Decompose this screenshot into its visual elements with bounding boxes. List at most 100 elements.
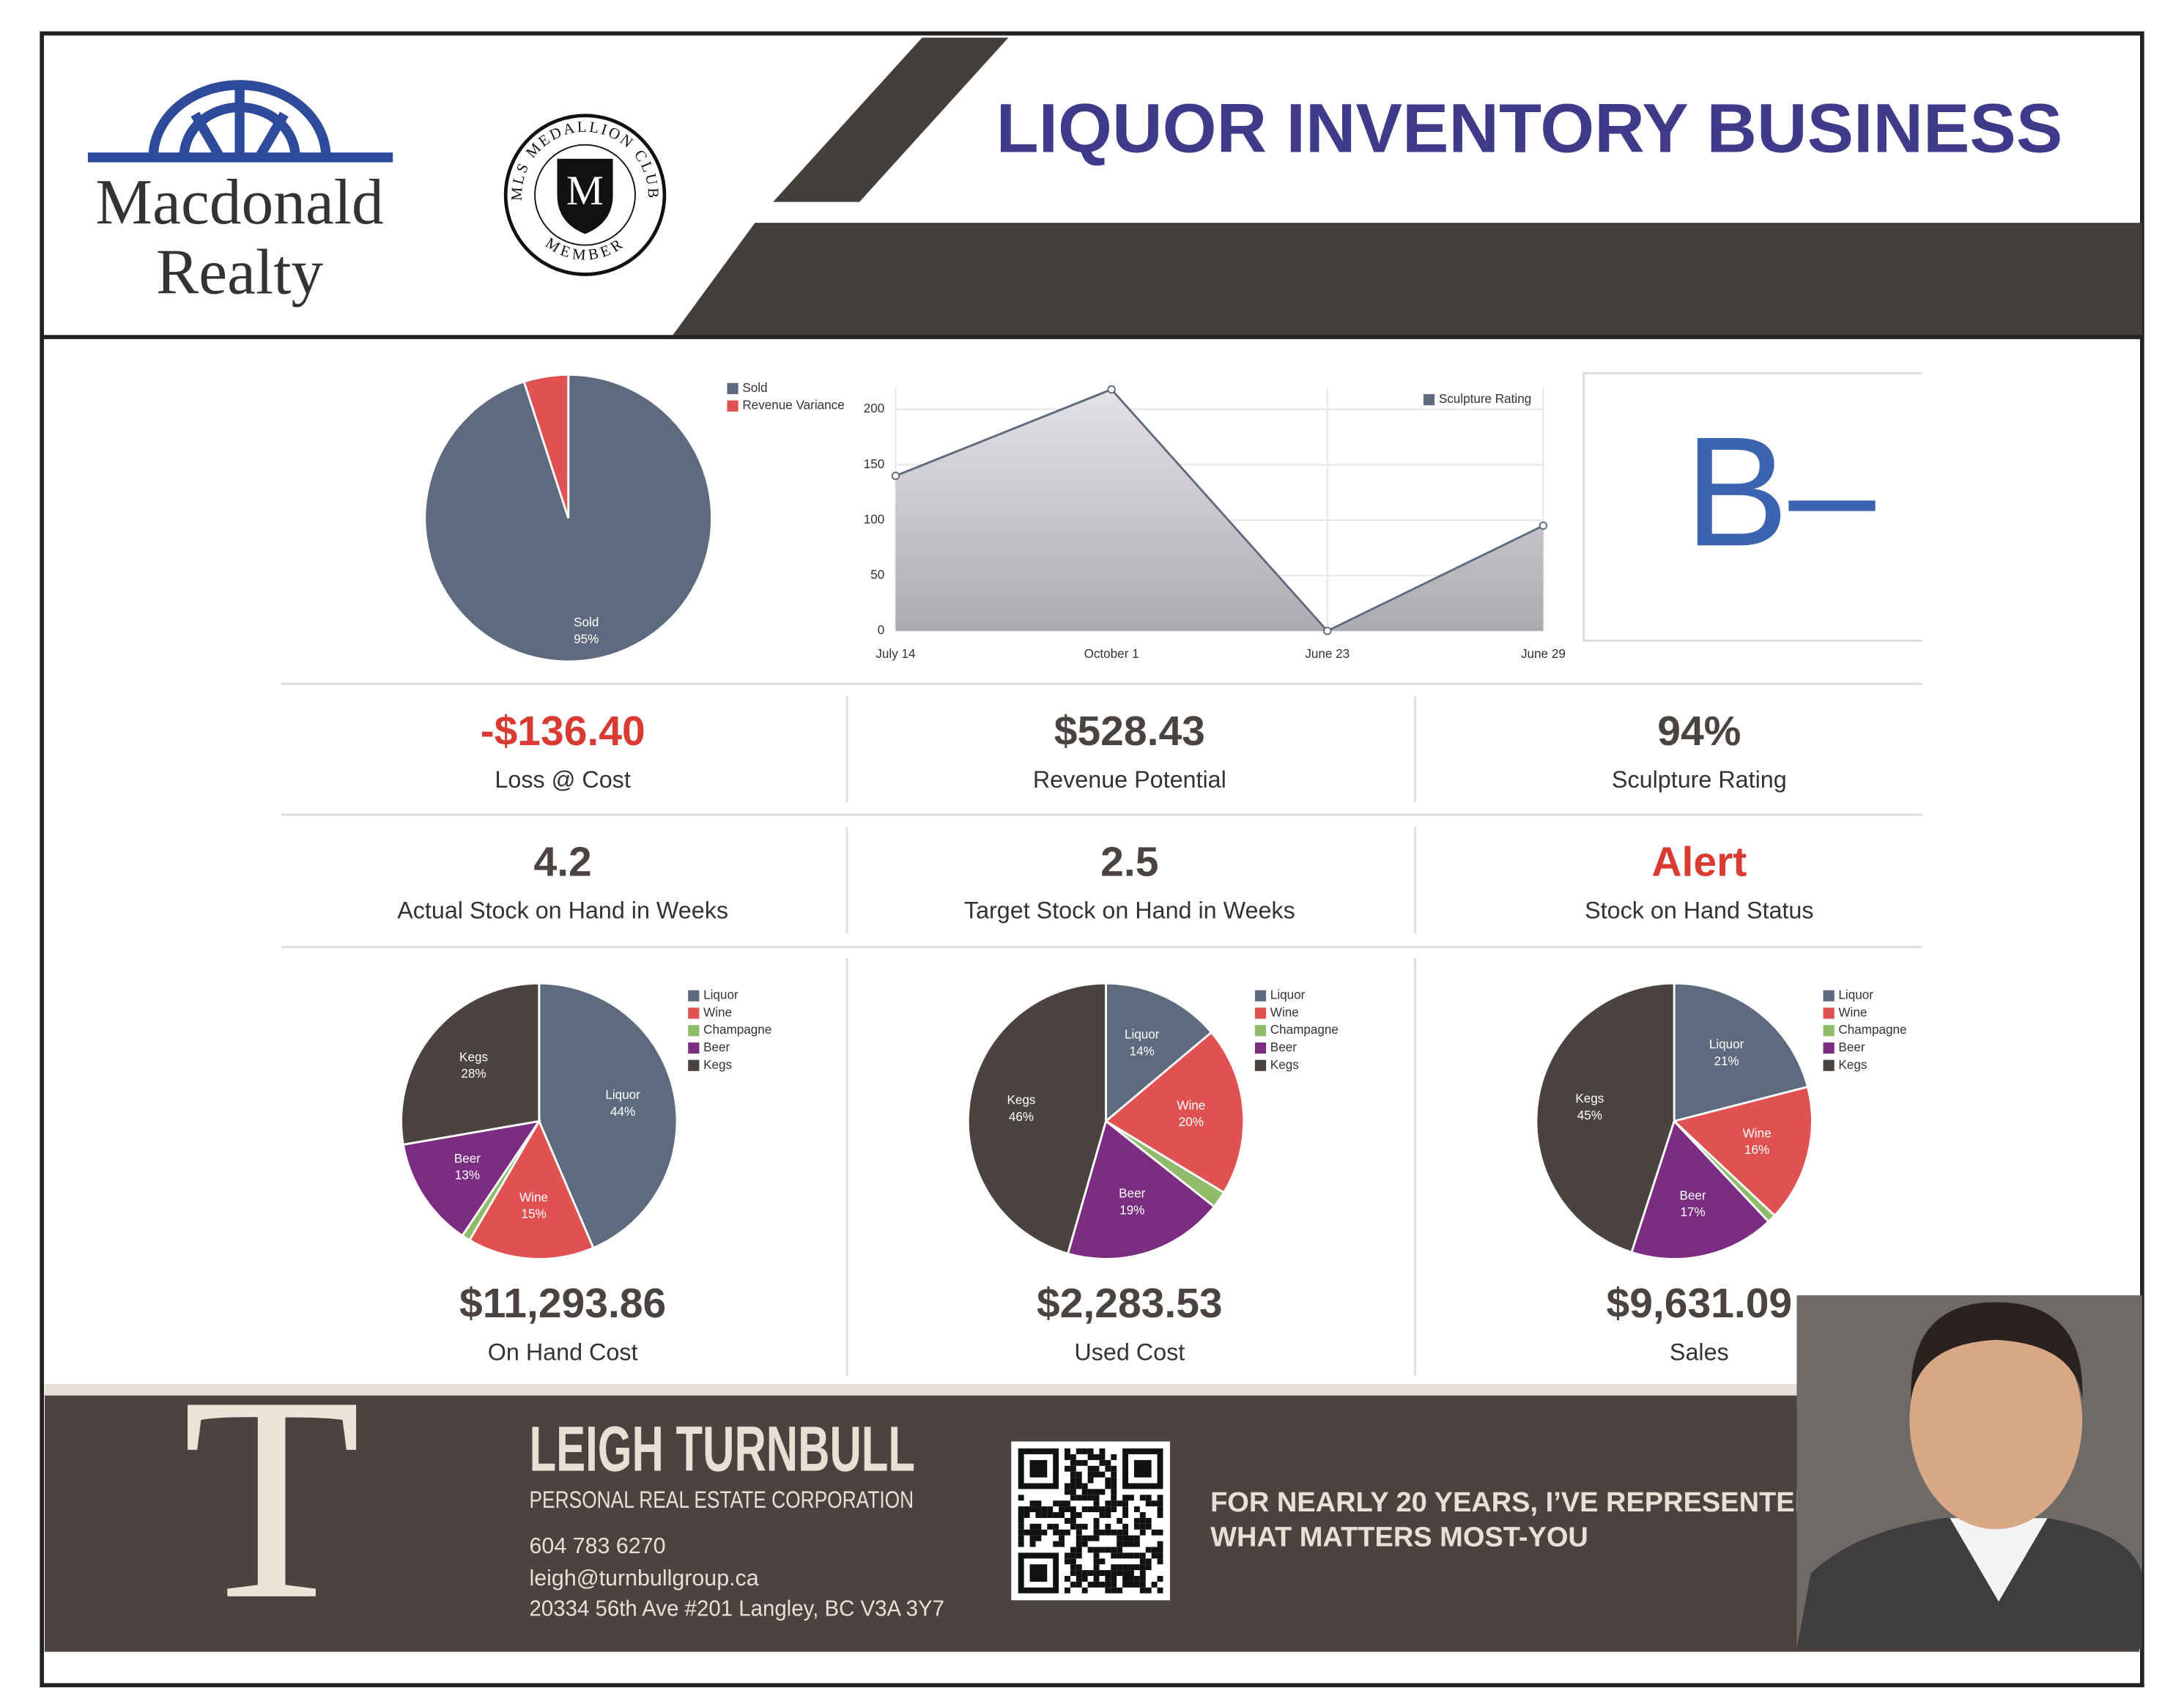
y-tick-label: 0 <box>878 623 885 637</box>
qr-module <box>1111 1529 1117 1536</box>
slice-label: 17% <box>1680 1205 1705 1219</box>
qr-module <box>1145 1495 1152 1501</box>
qr-module <box>1099 1581 1106 1588</box>
slice-label: 44% <box>610 1105 635 1119</box>
qr-module <box>1133 1576 1140 1582</box>
qr-module <box>1128 1581 1134 1588</box>
qr-module <box>1157 1495 1163 1501</box>
qr-module <box>1065 1500 1070 1507</box>
qr-module <box>1018 1529 1024 1536</box>
qr-module <box>1128 1576 1134 1582</box>
tagline: FOR NEARLY 20 YEARS, I’VE REPRESENTED <box>1210 1487 1815 1518</box>
agent-email: leigh@turnbullgroup.ca <box>530 1566 759 1591</box>
qr-module <box>1076 1471 1082 1478</box>
qr-module <box>1029 1500 1036 1507</box>
y-tick-label: 50 <box>870 568 884 582</box>
legend-label: Kegs <box>1838 1058 1867 1072</box>
metric-value: 94% <box>1657 708 1741 755</box>
separators <box>281 682 1922 1377</box>
qr-module <box>1093 1523 1100 1530</box>
qr-module <box>1117 1570 1123 1577</box>
legend-swatch <box>688 1007 700 1019</box>
qr-module <box>1065 1489 1070 1495</box>
qr-module <box>1076 1535 1082 1541</box>
qr-module <box>1065 1558 1070 1565</box>
qr-module <box>1070 1552 1076 1559</box>
slice-label: 95% <box>574 632 599 646</box>
qr-module <box>1035 1506 1042 1513</box>
qr-module <box>1139 1576 1146 1582</box>
legend-swatch <box>1823 1042 1835 1054</box>
qr-module <box>1139 1564 1146 1571</box>
qr-module <box>1076 1576 1082 1582</box>
qr-module <box>1122 1576 1129 1582</box>
qr-module <box>1093 1454 1100 1460</box>
metric-label: Sculpture Rating <box>1612 766 1787 793</box>
qr-module <box>1157 1541 1163 1547</box>
qr-module <box>1157 1529 1163 1536</box>
qr-module <box>1133 1564 1140 1571</box>
qr-module <box>1023 1512 1030 1518</box>
qr-module <box>1122 1564 1129 1571</box>
qr-module <box>1059 1541 1065 1547</box>
qr-module <box>1122 1506 1129 1513</box>
metric-value: Alert <box>1651 839 1747 886</box>
agent-company: PERSONAL REAL ESTATE CORPORATION <box>530 1487 914 1513</box>
qr-module <box>1151 1500 1158 1507</box>
frame <box>40 31 2144 1688</box>
qr-module <box>1157 1558 1163 1565</box>
qr-module <box>1035 1529 1042 1536</box>
qr-module <box>1117 1529 1123 1536</box>
qr-module <box>1076 1448 1082 1454</box>
qr-module <box>1133 1581 1140 1588</box>
qr-module <box>1093 1529 1100 1536</box>
qr-module <box>1093 1535 1100 1541</box>
qr-module <box>1111 1495 1117 1501</box>
footer-stripe <box>44 1384 2140 1396</box>
qr-module <box>1065 1517 1070 1524</box>
qr-module <box>1157 1587 1163 1593</box>
qr-module <box>1099 1547 1106 1553</box>
qr-module <box>1133 1517 1140 1524</box>
grade: B– <box>1684 404 1876 579</box>
qr-module <box>1099 1448 1106 1454</box>
qr-module <box>1070 1477 1076 1484</box>
qr-module <box>1035 1500 1042 1507</box>
qr-module <box>1076 1459 1082 1466</box>
qr-module <box>1076 1541 1082 1547</box>
legend-label: Wine <box>703 1005 732 1019</box>
legend-swatch <box>1423 393 1435 406</box>
qr-module <box>1105 1529 1111 1536</box>
legend-swatch <box>1254 1007 1267 1019</box>
header-band <box>671 223 2142 338</box>
legend-swatch <box>1254 1025 1267 1037</box>
qr-module <box>1018 1517 1024 1524</box>
slice-name: Wine <box>519 1191 548 1204</box>
slice-name: Kegs <box>459 1050 488 1064</box>
qr-module <box>1041 1529 1048 1536</box>
qr-finder <box>1029 1564 1048 1582</box>
qr-module <box>1087 1570 1094 1577</box>
agent-phone: 604 783 6270 <box>530 1533 666 1558</box>
qr-module <box>1070 1465 1076 1472</box>
qr-module <box>1122 1535 1129 1541</box>
legend-swatch <box>688 1025 700 1037</box>
header-slash <box>773 37 1009 202</box>
qr-module <box>1122 1570 1129 1577</box>
qr-module <box>1053 1541 1059 1547</box>
legend-swatch <box>688 1059 700 1071</box>
qr-module <box>1111 1500 1117 1507</box>
qr-module <box>1076 1570 1082 1577</box>
qr-module <box>1029 1523 1036 1530</box>
metric-value: $528.43 <box>1054 708 1205 755</box>
qr-module <box>1139 1570 1146 1577</box>
qr-module <box>1070 1517 1076 1524</box>
legend-label: Revenue Variance <box>742 399 844 412</box>
qr-module <box>1076 1512 1082 1518</box>
qr-module <box>1070 1558 1076 1565</box>
qr-module <box>1128 1552 1134 1559</box>
qr-module <box>1081 1489 1088 1495</box>
qr-module <box>1099 1489 1106 1495</box>
pie-slice <box>467 1119 595 1260</box>
qr-module <box>1070 1483 1076 1489</box>
